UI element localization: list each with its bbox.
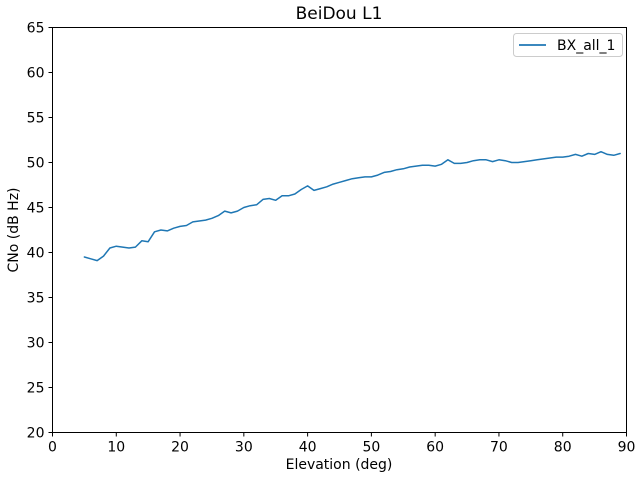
y-axis-ticks: 20 25 30 35 40 45 50 55 60 65 [27, 21, 53, 442]
y-tick-label: 50 [27, 156, 45, 172]
y-tick-label: 30 [27, 336, 45, 352]
x-tick-label: 30 [235, 440, 253, 456]
x-tick-label: 50 [362, 440, 380, 456]
plot-area-frame [52, 27, 627, 433]
y-axis-label: CNo (dB Hz) [6, 187, 22, 272]
x-axis-label: Elevation (deg) [286, 457, 393, 473]
y-tick-label: 35 [27, 291, 45, 307]
legend-box [513, 33, 623, 57]
x-tick-label: 90 [618, 440, 636, 456]
legend: BX_all_1 [513, 33, 623, 57]
y-tick-label: 20 [27, 426, 45, 442]
x-tick-label: 20 [171, 440, 189, 456]
x-tick-label: 60 [426, 440, 444, 456]
y-tick-label: 45 [27, 201, 45, 217]
legend-label: BX_all_1 [557, 38, 615, 54]
data-series-group [83, 150, 621, 262]
x-tick-label: 80 [554, 440, 572, 456]
x-tick-label: 10 [107, 440, 125, 456]
y-tick-label: 25 [27, 381, 45, 397]
x-tick-label: 40 [299, 440, 317, 456]
x-axis-ticks: 0 10 20 30 40 50 60 70 80 90 [48, 432, 636, 456]
x-tick-label: 0 [48, 440, 57, 456]
x-tick-label: 70 [490, 440, 508, 456]
data-line-BX_all_1 [83, 150, 621, 262]
y-tick-label: 55 [27, 111, 45, 127]
y-tick-label: 65 [27, 21, 45, 37]
chart-title: BeiDou L1 [296, 4, 383, 24]
y-tick-label: 60 [27, 66, 45, 82]
y-tick-label: 40 [27, 246, 45, 262]
